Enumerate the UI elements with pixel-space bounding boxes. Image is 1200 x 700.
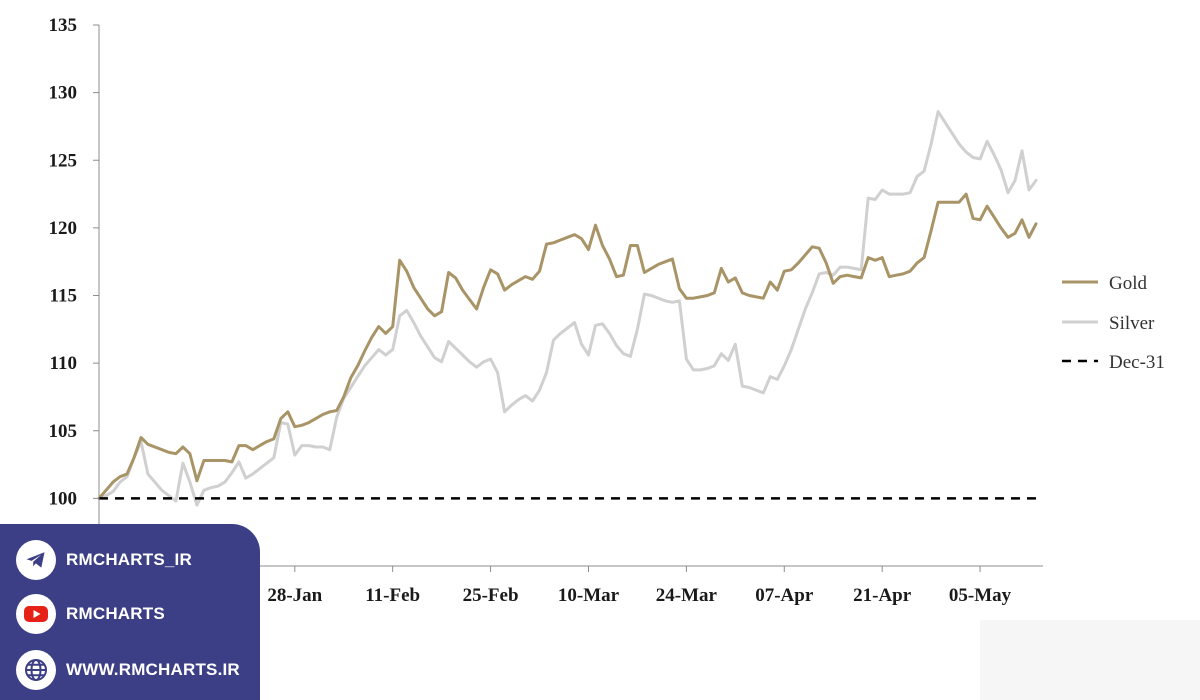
series-line-silver [97,110,1038,507]
legend: Gold Silver Dec-31 [1062,273,1165,373]
x-tick-label: 10-Mar [558,585,620,606]
series-line-gold [97,192,1038,500]
x-tick-label: 24-Mar [656,585,718,606]
website-row[interactable]: WWW.RMCHARTS.IR [16,650,240,690]
corner-shade [980,620,1200,700]
legend-label-silver: Silver [1109,313,1155,334]
legend-label-dec-31: Dec-31 [1109,352,1165,373]
x-tick-label: 25-Feb [463,585,519,606]
website-label: WWW.RMCHARTS.IR [66,660,240,679]
y-tick-label: 135 [49,15,78,36]
telegram-label: RMCHARTS_IR [66,550,192,569]
youtube-icon [16,594,56,634]
y-tick-label: 100 [49,488,78,509]
x-tick-label: 28-Jan [267,585,322,606]
x-tick-label: 07-Apr [755,585,814,606]
x-tick-label: 05-May [949,585,1012,606]
youtube-label: RMCHARTS [66,604,165,623]
y-tick-label: 115 [50,286,77,307]
x-tick-label: 11-Feb [365,585,420,606]
y-tick-label: 120 [49,218,78,239]
legend-label-gold: Gold [1109,273,1148,294]
axes: 9510010511011512012513013531-Dec14-Jan28… [49,15,1043,606]
youtube-row[interactable]: RMCHARTS [16,594,165,634]
plot-area [97,110,1038,507]
globe-icon [16,650,56,690]
y-tick-label: 130 [49,83,78,104]
y-tick-label: 110 [50,353,77,374]
x-tick-label: 21-Apr [853,585,912,606]
y-tick-label: 125 [49,150,78,171]
y-tick-label: 105 [49,421,78,442]
telegram-icon [16,540,56,580]
telegram-row[interactable]: RMCHARTS_IR [16,540,192,580]
social-watermark-panel: RMCHARTS_IR RMCHARTS WWW.RMCHARTS.IR [0,524,260,700]
